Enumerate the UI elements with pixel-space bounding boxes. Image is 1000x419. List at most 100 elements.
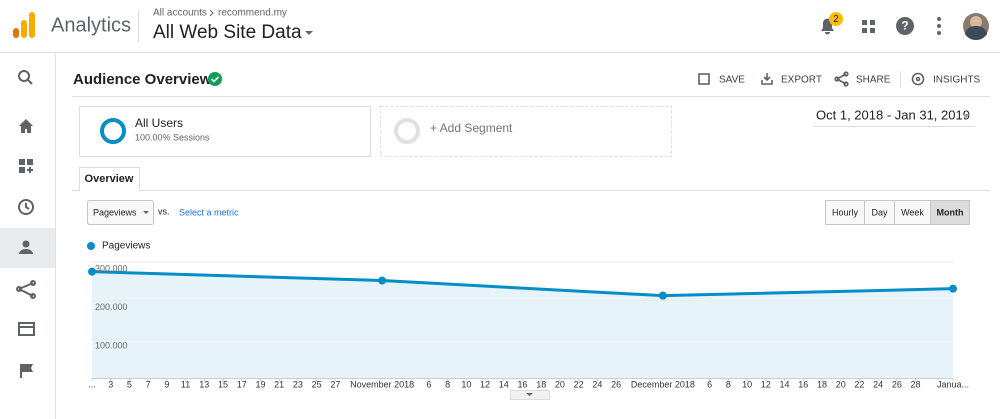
data-point bbox=[658, 291, 667, 300]
series-line bbox=[91, 270, 954, 298]
x-tick-label: 3 bbox=[108, 379, 113, 389]
collapse-arrow bbox=[526, 393, 533, 396]
sidebar-icons[interactable] bbox=[19, 119, 33, 378]
select-arrow bbox=[143, 211, 149, 214]
x-tick-label: 9 bbox=[164, 379, 169, 389]
x-tick-label: 14 bbox=[499, 379, 509, 389]
y-tick-label: 200.000 bbox=[95, 302, 128, 312]
x-tick-label: 6 bbox=[707, 379, 712, 389]
x-tick-label: 7 bbox=[146, 379, 151, 389]
x-tick-label: 28 bbox=[911, 379, 921, 389]
granularity-label: Month bbox=[937, 207, 964, 217]
x-tick-label: 23 bbox=[293, 379, 303, 389]
data-point bbox=[88, 267, 96, 276]
granularity-button[interactable] bbox=[930, 200, 970, 225]
x-tick-label: December 2018 bbox=[631, 379, 695, 389]
area bbox=[92, 271, 953, 378]
breadcrumb[interactable]: recommend.my bbox=[218, 8, 287, 19]
action-button[interactable]: EXPORT bbox=[781, 75, 822, 86]
legend-label: Pageviews bbox=[102, 241, 150, 252]
x-tick-label: November 2018 bbox=[350, 379, 414, 389]
y-tick-label: 300.000 bbox=[95, 263, 128, 273]
x-tick-label: 12 bbox=[761, 379, 771, 389]
granularity-buttons: Hourly Day Week Month bbox=[825, 200, 970, 225]
action-icons[interactable] bbox=[698, 71, 925, 87]
granularity-button[interactable] bbox=[825, 200, 865, 225]
x-tick-label: 13 bbox=[199, 379, 209, 389]
more-icon[interactable] bbox=[937, 17, 941, 35]
x-tick-label: 12 bbox=[480, 379, 490, 389]
granularity-label: Hourly bbox=[832, 207, 859, 217]
granularity-button[interactable] bbox=[864, 200, 895, 225]
action-button[interactable]: SHARE bbox=[856, 75, 891, 86]
metric-label: Pageviews bbox=[93, 207, 137, 217]
x-tick-label: 22 bbox=[574, 379, 584, 389]
segment-icon bbox=[394, 118, 420, 144]
date-dropdown[interactable] bbox=[962, 114, 970, 118]
avatar[interactable] bbox=[963, 13, 989, 41]
x-tick-label: 11 bbox=[181, 379, 190, 389]
x-tick-label: 16 bbox=[798, 379, 808, 389]
x-tick-label: 26 bbox=[892, 379, 902, 389]
select-metric-link[interactable]: Select a metric bbox=[179, 207, 239, 217]
notification-badge: 2 bbox=[833, 14, 839, 25]
breadcrumb[interactable]: All accounts bbox=[153, 8, 207, 19]
product-name: Analytics bbox=[51, 14, 131, 36]
add-segment-card[interactable] bbox=[380, 106, 672, 157]
x-tick-label: 10 bbox=[742, 379, 752, 389]
x-tick-label: 16 bbox=[517, 379, 527, 389]
y-tick-label: 100.000 bbox=[95, 341, 128, 351]
metric-select[interactable] bbox=[87, 200, 154, 225]
granularity-label: Week bbox=[901, 207, 924, 217]
granularity-button[interactable] bbox=[894, 200, 931, 225]
add-segment: + Add Segment bbox=[430, 121, 513, 135]
segment-icon bbox=[100, 118, 126, 144]
data-point bbox=[378, 276, 387, 285]
x-tick-label: 24 bbox=[592, 379, 602, 389]
x-tick-label: 19 bbox=[255, 379, 265, 389]
apps-icon[interactable] bbox=[862, 20, 875, 33]
chart: Pageviews 100.000 200.000 300.000... 3 5 7 9 11 1… bbox=[87, 241, 969, 389]
x-tick-label: 8 bbox=[726, 379, 731, 389]
view-dropdown[interactable] bbox=[305, 31, 313, 35]
help-icon[interactable]: ? bbox=[896, 17, 914, 35]
segment-card[interactable] bbox=[79, 106, 371, 157]
segment-name: All Users bbox=[135, 116, 183, 130]
x-tick-label: 18 bbox=[817, 379, 827, 389]
breadcrumb-arrow bbox=[209, 9, 214, 17]
x-tick-label: 24 bbox=[873, 379, 883, 389]
x-tick-label: 21 bbox=[274, 379, 284, 389]
x-tick-label: 8 bbox=[445, 379, 450, 389]
x-tick-label: 18 bbox=[536, 379, 546, 389]
sidebar-icons[interactable] bbox=[16, 70, 36, 336]
action-button[interactable]: SAVE bbox=[719, 75, 745, 86]
x-tick-label: Janua... bbox=[937, 379, 969, 389]
page-title: Audience Overview bbox=[73, 71, 212, 88]
granularity-label: Day bbox=[871, 207, 888, 217]
x-tick-label: 22 bbox=[854, 379, 864, 389]
x-tick-label: 17 bbox=[237, 379, 247, 389]
svg-text:?: ? bbox=[901, 19, 908, 33]
data-point bbox=[949, 284, 957, 293]
tab-label: Overview bbox=[85, 173, 134, 185]
verified-icon bbox=[208, 72, 222, 86]
action-button[interactable]: INSIGHTS bbox=[933, 75, 981, 86]
vs-label: vs. bbox=[158, 206, 170, 216]
x-tick-label: 26 bbox=[611, 379, 621, 389]
x-tick-label: ... bbox=[88, 379, 96, 389]
segment-detail: 100.00% Sessions bbox=[135, 132, 210, 142]
notifications[interactable] bbox=[821, 12, 843, 35]
x-tick-label: 5 bbox=[127, 379, 132, 389]
x-tick-label: 15 bbox=[218, 379, 228, 389]
x-tick-label: 20 bbox=[836, 379, 846, 389]
x-tick-label: 10 bbox=[461, 379, 471, 389]
x-tick-label: 27 bbox=[330, 379, 340, 389]
x-tick-label: 6 bbox=[426, 379, 431, 389]
date-range[interactable]: Oct 1, 2018 - Jan 31, 2019 bbox=[816, 107, 970, 122]
x-tick-label: 25 bbox=[312, 379, 322, 389]
sidebar-selected bbox=[0, 228, 55, 268]
x-tick-label: 14 bbox=[780, 379, 790, 389]
legend-marker bbox=[87, 242, 95, 250]
view-name[interactable]: All Web Site Data bbox=[153, 22, 302, 43]
